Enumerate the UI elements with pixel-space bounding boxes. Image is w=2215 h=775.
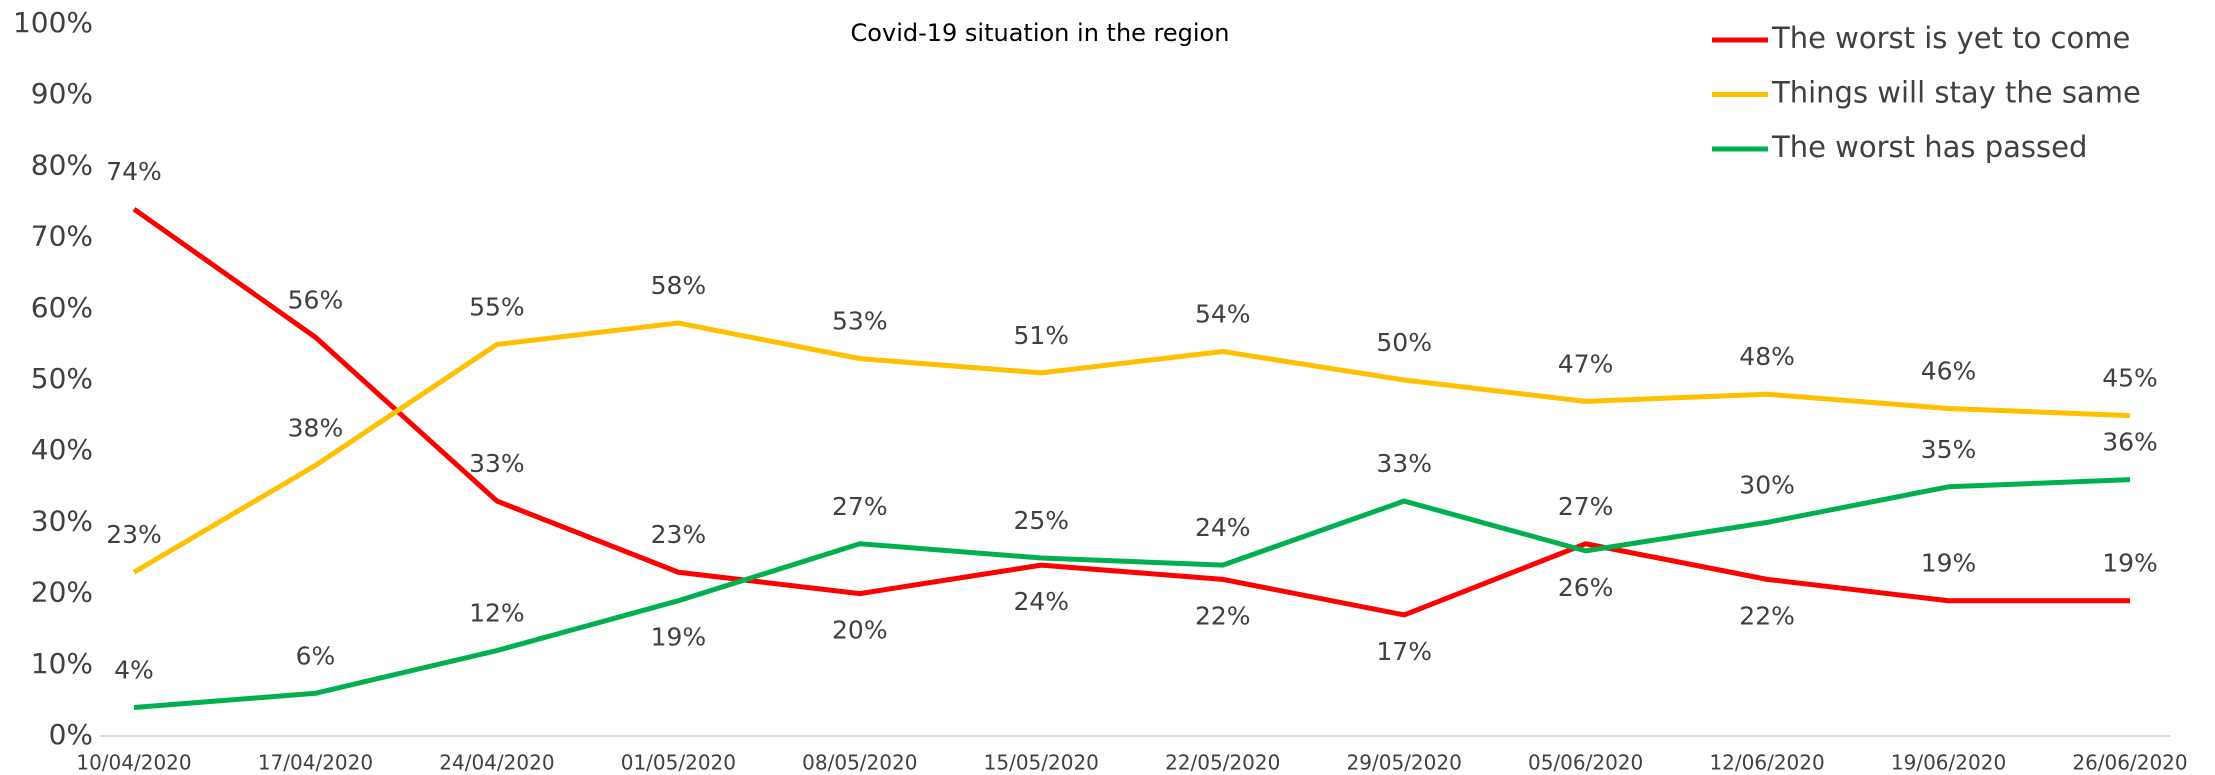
data-label: 58%	[651, 271, 707, 300]
x-tick-label: 17/04/2020	[258, 751, 373, 775]
data-label: 25%	[1013, 506, 1069, 535]
data-label: 23%	[106, 520, 162, 549]
data-label: 48%	[1739, 342, 1795, 371]
x-tick-label: 24/04/2020	[439, 751, 554, 775]
y-tick-label: 70%	[31, 220, 93, 253]
data-label: 26%	[1558, 573, 1614, 602]
data-label: 22%	[1739, 601, 1795, 630]
data-label: 74%	[106, 157, 162, 186]
y-tick-label: 30%	[31, 504, 93, 537]
y-tick-label: 40%	[31, 433, 93, 466]
data-label: 46%	[1921, 356, 1977, 385]
y-tick-label: 10%	[31, 647, 93, 680]
x-tick-label: 08/05/2020	[802, 751, 917, 775]
data-label: 23%	[651, 520, 707, 549]
data-label: 50%	[1376, 328, 1432, 357]
y-tick-label: 100%	[13, 6, 93, 39]
data-label: 38%	[288, 413, 344, 442]
y-tick-label: 0%	[49, 718, 93, 751]
legend-label: The worst has passed	[1771, 130, 2087, 164]
line-series	[132, 320, 2131, 575]
x-tick-label: 26/06/2020	[2072, 751, 2187, 775]
data-label: 45%	[2102, 364, 2158, 393]
y-tick-label: 20%	[31, 576, 93, 609]
y-tick-label: 50%	[31, 362, 93, 395]
data-label: 47%	[1558, 349, 1614, 378]
x-tick-label: 29/05/2020	[1347, 751, 1462, 775]
data-label: 27%	[832, 492, 888, 521]
data-label: 33%	[469, 449, 525, 478]
data-label: 17%	[1376, 637, 1432, 666]
x-tick-label: 10/04/2020	[76, 751, 191, 775]
data-label: 19%	[1921, 549, 1977, 578]
data-label: 19%	[2102, 549, 2158, 578]
x-tick-label: 01/05/2020	[621, 751, 736, 775]
chart-title: Covid-19 situation in the region	[851, 19, 1230, 47]
x-tick-label: 15/05/2020	[984, 751, 1099, 775]
data-label: 4%	[114, 656, 154, 685]
data-label: 22%	[1195, 601, 1251, 630]
x-tick-label: 12/06/2020	[1709, 751, 1824, 775]
data-label: 55%	[469, 292, 525, 321]
line-series	[133, 477, 2131, 711]
data-label: 27%	[1558, 492, 1614, 521]
data-label: 54%	[1195, 300, 1251, 329]
y-tick-label: 90%	[31, 77, 93, 110]
legend-label: The worst is yet to come	[1771, 21, 2130, 55]
data-label: 35%	[1921, 435, 1977, 464]
data-label: 51%	[1013, 321, 1069, 350]
data-label: 12%	[469, 599, 525, 628]
y-tick-label: 60%	[31, 291, 93, 324]
data-label: 56%	[288, 285, 344, 314]
x-tick-label: 22/05/2020	[1165, 751, 1280, 775]
data-label: 24%	[1013, 587, 1069, 616]
y-tick-label: 80%	[31, 148, 93, 181]
data-label: 53%	[832, 307, 888, 336]
data-label: 24%	[1195, 513, 1251, 542]
data-label: 6%	[296, 641, 336, 670]
x-tick-label: 05/06/2020	[1528, 751, 1643, 775]
data-label: 30%	[1739, 470, 1795, 499]
data-label: 19%	[651, 623, 707, 652]
legend-label: Things will stay the same	[1771, 76, 2141, 110]
data-label: 36%	[2102, 428, 2158, 457]
data-label: 20%	[832, 616, 888, 645]
x-tick-label: 19/06/2020	[1891, 751, 2006, 775]
line-series	[132, 207, 2130, 618]
data-label: 33%	[1376, 449, 1432, 478]
